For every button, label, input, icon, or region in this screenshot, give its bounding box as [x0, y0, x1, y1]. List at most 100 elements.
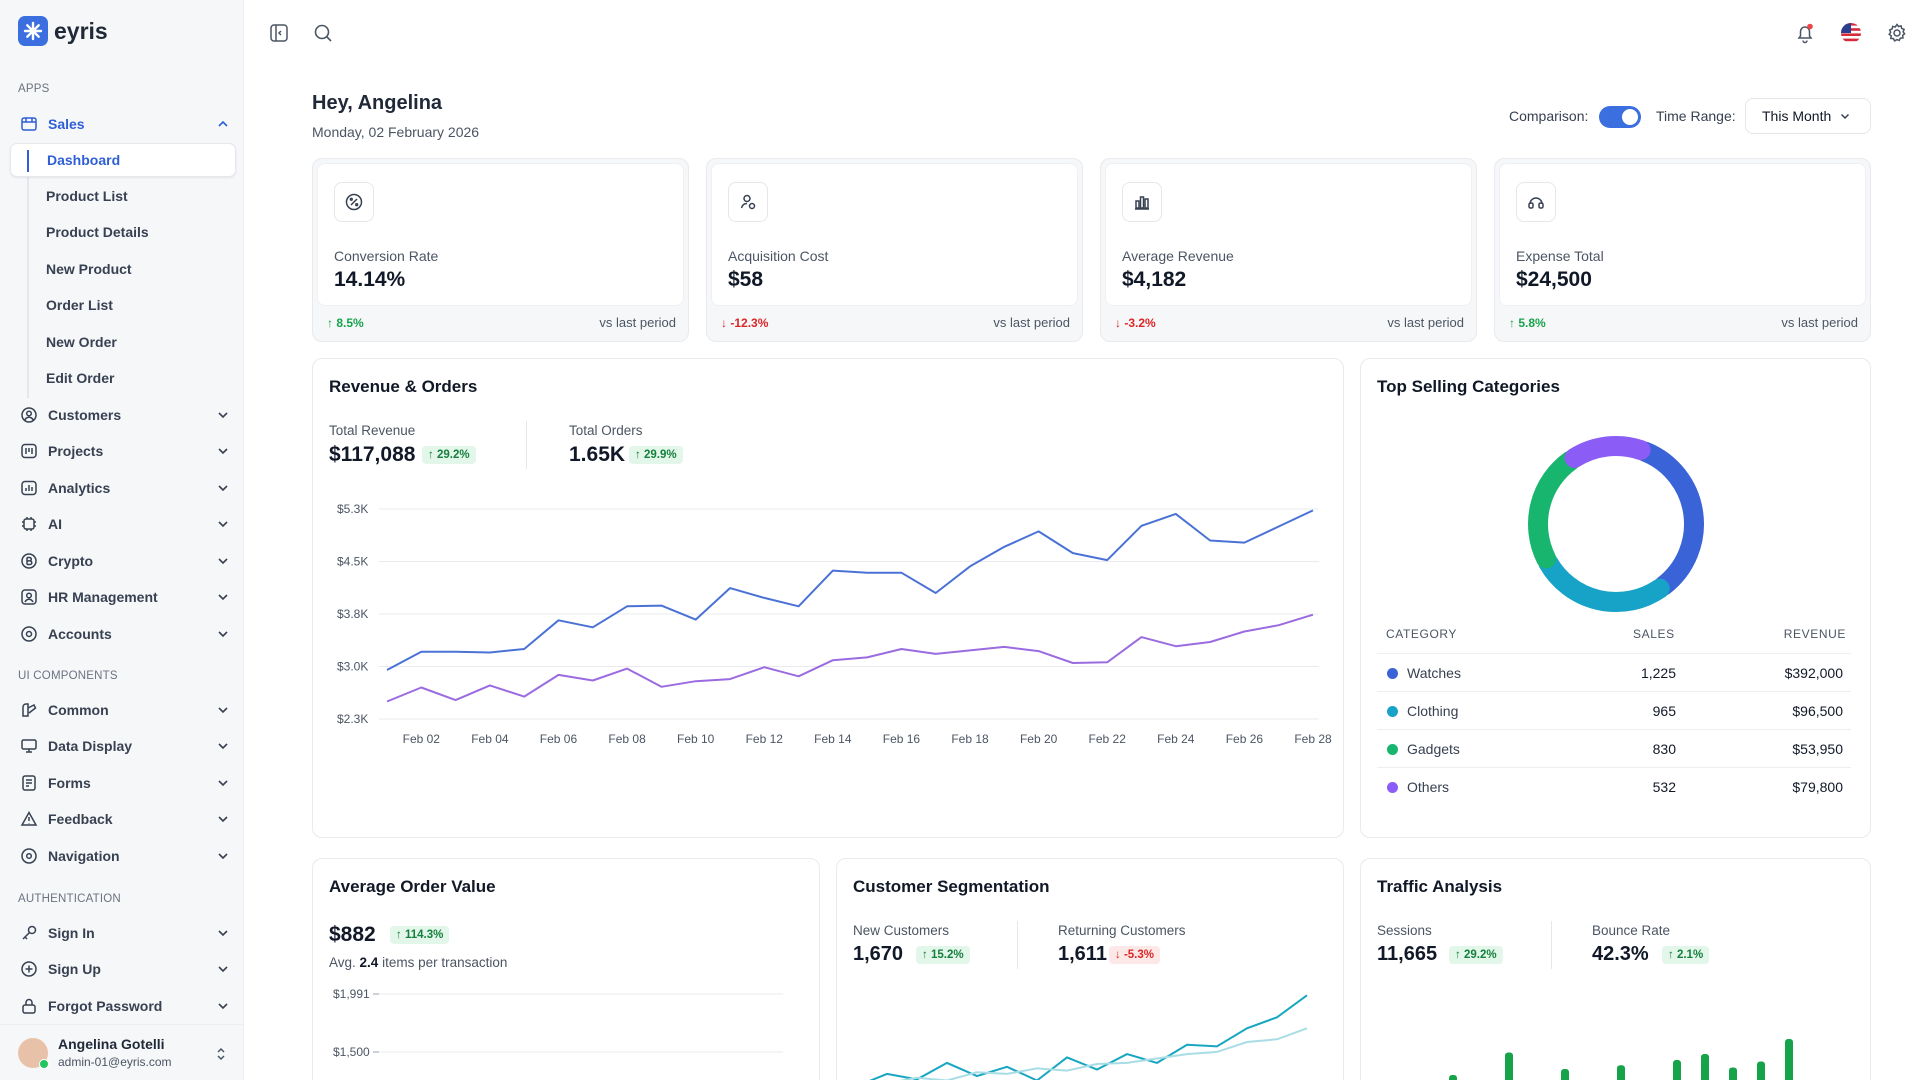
stat-value: $24,500: [1516, 268, 1592, 291]
search-icon[interactable]: [312, 22, 334, 44]
chevron-down-icon[interactable]: [216, 627, 230, 641]
sidebar-subitem-dashboard[interactable]: Dashboard: [10, 143, 236, 177]
new-customers-value: 1,670: [853, 943, 904, 965]
category-revenue: $53,950: [1792, 741, 1843, 757]
y-tick-label: $4.5K: [337, 555, 368, 569]
sidebar-item-accounts[interactable]: Accounts: [10, 618, 236, 650]
chevron-down-icon: [1841, 113, 1850, 120]
chevron-down-icon[interactable]: [216, 517, 230, 531]
category-sales: 532: [1652, 779, 1676, 795]
sidebar-subitem-product-list[interactable]: Product List: [46, 188, 128, 204]
sidebar-item-sales[interactable]: Sales: [10, 108, 236, 140]
sidebar-item-feedback[interactable]: Feedback: [10, 803, 236, 835]
bitcoin-icon: [21, 553, 37, 569]
chevron-down-icon[interactable]: [216, 703, 230, 717]
category-name: Others: [1407, 779, 1450, 795]
revenue-orders-card: Revenue & Orders Total Revenue $117,088 …: [312, 358, 1344, 838]
traffic-analysis-card: Traffic Analysis Sessions 11,665 ↑ 29.2%…: [1360, 858, 1871, 1080]
sessions-value: 11,665: [1377, 943, 1438, 965]
avg-items-suffix: items per transaction: [382, 955, 508, 970]
y-tick-label: $1,991: [333, 987, 370, 1001]
sidebar-item-projects[interactable]: Projects: [10, 435, 236, 467]
traffic-bar: [1757, 1061, 1765, 1080]
comparison-toggle[interactable]: [1599, 106, 1641, 128]
sidebar-item-common[interactable]: Common: [10, 694, 236, 726]
chevron-down-icon[interactable]: [216, 444, 230, 458]
sidebar-subitem-product-details[interactable]: Product Details: [46, 224, 149, 240]
chevron-down-icon[interactable]: [216, 554, 230, 568]
stat-value: 14.14%: [334, 268, 406, 291]
sidebar-item-sign-in[interactable]: Sign In: [10, 917, 236, 949]
table-row[interactable]: Watches 1,225 $392,000: [1377, 653, 1851, 691]
total-revenue-label: Total Revenue: [329, 423, 416, 438]
sidebar-item-label: Sign Up: [48, 961, 101, 977]
location-icon: [21, 848, 37, 864]
total-revenue-value: $117,088: [329, 443, 416, 466]
sidebar-subitem-edit-order[interactable]: Edit Order: [46, 370, 115, 386]
user-profile[interactable]: Angelina Gotelli admin-01@eyris.com: [0, 1024, 244, 1080]
sidebar-item-label: Sign In: [48, 925, 95, 941]
returning-customers-value: 1,611: [1058, 943, 1107, 965]
sidebar-subitem-new-order[interactable]: New Order: [46, 334, 117, 350]
table-row[interactable]: Gadgets 830 $53,950: [1377, 729, 1851, 767]
sidebar-item-hr-management[interactable]: HR Management: [10, 581, 236, 613]
chevron-down-icon[interactable]: [216, 926, 230, 940]
chevron-down-icon[interactable]: [216, 812, 230, 826]
sidebar-toggle-icon[interactable]: [268, 22, 290, 44]
chip-icon: [22, 517, 36, 531]
chevron-down-icon[interactable]: [216, 590, 230, 604]
sidebar-item-data-display[interactable]: Data Display: [10, 730, 236, 762]
sidebar-item-crypto[interactable]: Crypto: [10, 545, 236, 577]
projects-icon: [21, 443, 37, 459]
category-revenue: $392,000: [1784, 665, 1843, 681]
traffic-bar: [1449, 1075, 1457, 1080]
page-title: Hey, Angelina: [312, 92, 443, 114]
y-tick-label: $3.8K: [337, 607, 368, 621]
chevron-down-icon[interactable]: [216, 481, 230, 495]
donut-slice-others: [1564, 436, 1651, 468]
gear-icon[interactable]: [1886, 22, 1908, 44]
stat-delta: ↑ 8.5%: [327, 316, 364, 330]
table-row[interactable]: Clothing 965 $96,500: [1377, 691, 1851, 729]
sidebar-item-forms[interactable]: Forms: [10, 767, 236, 799]
chevron-down-icon[interactable]: [216, 739, 230, 753]
sidebar-item-analytics[interactable]: Analytics: [10, 472, 236, 504]
category-color-dot: [1387, 744, 1398, 755]
brand-logo[interactable]: eyris: [18, 16, 108, 46]
time-range-select[interactable]: This Month: [1745, 98, 1871, 134]
bell-icon[interactable]: [1794, 22, 1816, 44]
category-revenue: $79,800: [1792, 779, 1843, 795]
sidebar-item-customers[interactable]: Customers: [10, 399, 236, 431]
stat-delta: ↓ -12.3%: [721, 316, 769, 330]
column-header-sales: SALES: [1633, 627, 1675, 641]
sidebar-subitem-order-list[interactable]: Order List: [46, 297, 113, 313]
category-name: Gadgets: [1407, 741, 1460, 757]
us-flag-icon[interactable]: [1840, 22, 1862, 44]
section-label-ui-components: UI COMPONENTS: [18, 670, 118, 682]
sidebar-item-label: Customers: [48, 407, 122, 423]
divider: [526, 421, 527, 469]
sidebar-subitem-new-product[interactable]: New Product: [46, 261, 132, 277]
stat-card-body: Average Revenue $4,182: [1105, 163, 1472, 306]
chevron-down-icon[interactable]: [216, 962, 230, 976]
section-label-apps: APPS: [18, 83, 50, 95]
chevron-up-icon[interactable]: [216, 117, 230, 131]
chevron-down-icon[interactable]: [216, 776, 230, 790]
chevron-down-icon[interactable]: [216, 408, 230, 422]
table-row[interactable]: Others 532 $79,800: [1377, 767, 1851, 805]
sidebar-item-ai[interactable]: AI: [10, 508, 236, 540]
sidebar-item-label: AI: [48, 516, 62, 532]
warning-icon: [20, 810, 38, 826]
chevron-down-icon[interactable]: [216, 849, 230, 863]
segmentation-chart: [869, 994, 1308, 1080]
sidebar-item-navigation[interactable]: Navigation: [10, 840, 236, 872]
x-tick-label: Feb 28: [1294, 732, 1332, 746]
sessions-label: Sessions: [1377, 923, 1432, 938]
chevron-updown-icon[interactable]: [215, 1047, 227, 1061]
chevron-down-icon[interactable]: [216, 999, 230, 1013]
stat-card-acquisition-cost: Acquisition Cost $58 ↓ -12.3% vs last pe…: [706, 158, 1083, 342]
page-date: Monday, 02 February 2026: [312, 124, 480, 140]
sidebar-item-sign-up[interactable]: Sign Up: [10, 953, 236, 985]
bar-chart-icon: [1122, 182, 1162, 222]
sidebar-item-forgot-password[interactable]: Forgot Password: [10, 990, 236, 1022]
